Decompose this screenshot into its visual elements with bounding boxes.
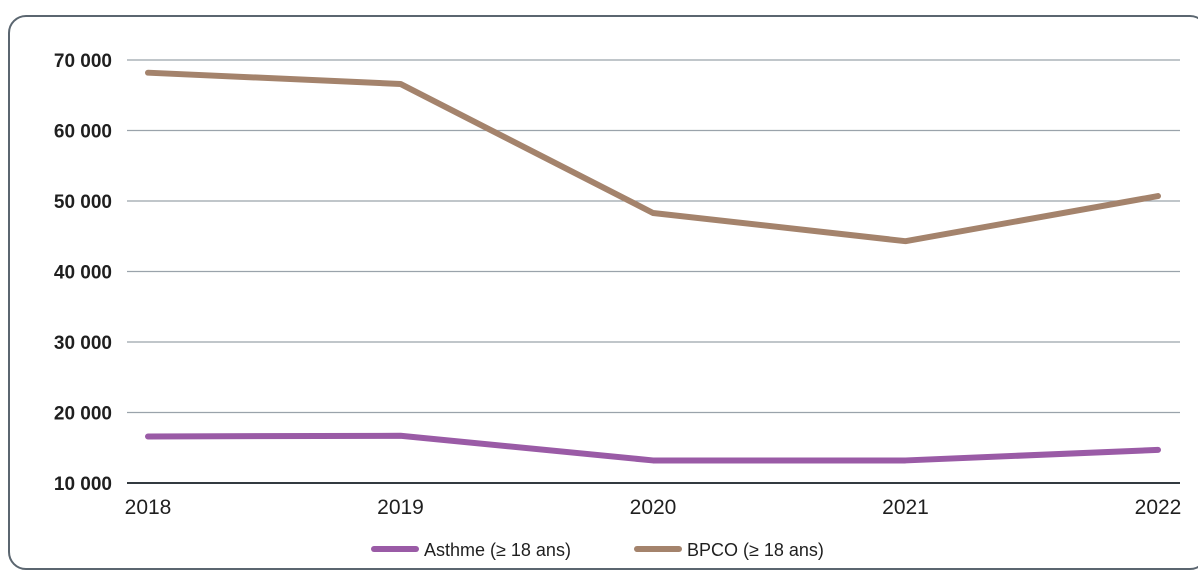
legend-label: BPCO (≥ 18 ans) [687, 540, 824, 560]
x-tick-label: 2020 [630, 496, 677, 519]
y-tick-label: 10 000 [54, 474, 112, 495]
chart-frame [8, 15, 1198, 570]
y-tick-label: 30 000 [54, 333, 112, 354]
y-tick-label: 50 000 [54, 192, 112, 213]
x-axis-tick-labels: 2018 2019 2020 2021 2022 [125, 496, 1182, 519]
series-line-bpco [145, 69, 1161, 245]
series-line-asthme [145, 432, 1161, 464]
legend: Asthme (≥ 18 ans) BPCO (≥ 18 ans) [371, 540, 824, 560]
y-axis-tick-labels: 10 000 20 000 30 000 40 000 50 000 60 000 70 0… [54, 51, 112, 495]
y-tick-label: 70 000 [54, 51, 112, 72]
series-lines [145, 69, 1161, 464]
legend-item: BPCO (≥ 18 ans) [634, 540, 824, 560]
y-tick-label: 40 000 [54, 263, 112, 284]
legend-label: Asthme (≥ 18 ans) [424, 540, 571, 560]
x-tick-label: 2022 [1135, 496, 1182, 519]
y-tick-label: 60 000 [54, 122, 112, 143]
x-tick-label: 2021 [882, 496, 929, 519]
x-tick-label: 2018 [125, 496, 172, 519]
x-tick-label: 2019 [377, 496, 424, 519]
legend-item: Asthme (≥ 18 ans) [371, 540, 571, 560]
y-tick-label: 20 000 [54, 404, 112, 425]
grid-lines [127, 59, 1180, 414]
